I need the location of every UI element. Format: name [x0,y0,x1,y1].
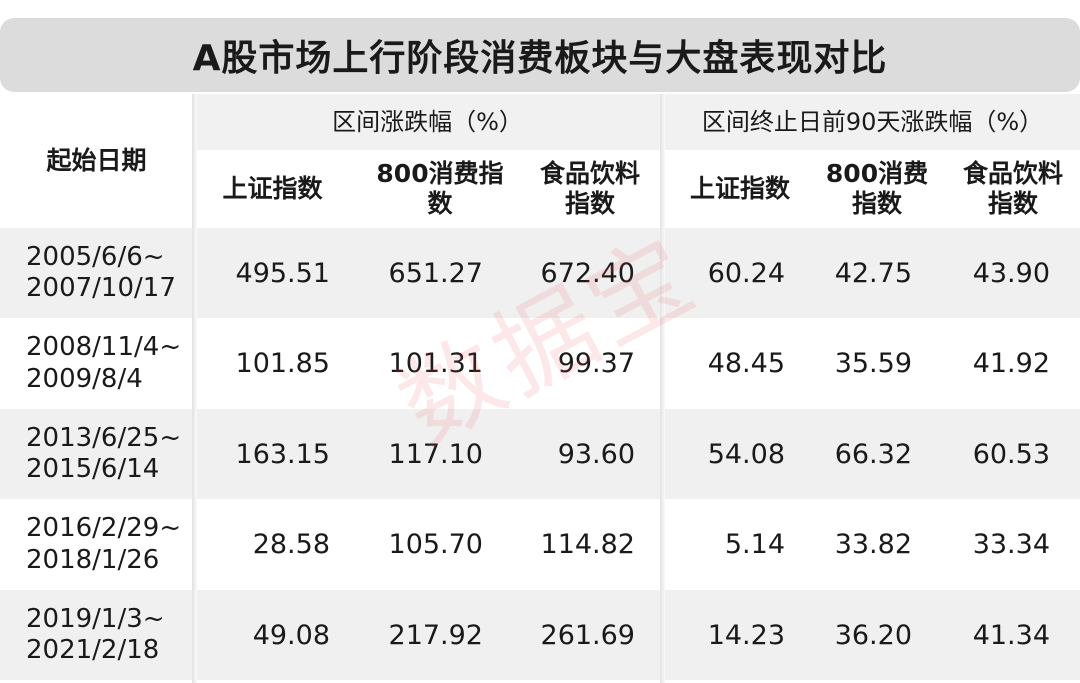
value-cell: 261.69 [540,619,635,651]
value-cell: 33.34 [972,529,1050,560]
header-food-beverage-90d: 食品饮料指数 [946,150,1080,228]
value-cell: 117.10 [388,438,483,470]
table-row: 2005/6/6~ 2007/10/17 495.51 651.27 672.40 60.… [0,228,1080,318]
value-cell: 42.75 [834,257,912,289]
value-cell: 36.20 [834,619,912,651]
header-sse-index: 上证指数 [195,150,350,228]
value-cell: 14.23 [707,619,785,651]
value-cell: 5.14 [724,529,785,560]
value-cell: 217.92 [388,619,483,651]
header-group-interval-change: 区间涨跌幅（%） [195,94,660,150]
value-cell: 105.70 [388,529,483,560]
value-cell: 99.37 [557,348,635,379]
date-range: 2008/11/4~ 2009/8/4 [0,319,193,409]
end-date: 2007/10/17 [26,273,176,303]
start-date: 2013/6/25~ [26,422,182,453]
value-cell: 66.32 [834,438,912,470]
end-date: 2009/8/4 [26,363,143,394]
header-start-date: 起始日期 [0,94,193,228]
value-cell: 672.40 [540,257,635,289]
value-cell: 35.59 [834,348,912,379]
table-row: 2013/6/25~ 2015/6/14 163.15 117.10 93.60 54.0… [0,409,1080,499]
value-cell: 48.45 [707,348,785,379]
header-800-consumer-90d: 800消费指数 [803,150,951,228]
date-range: 2019/1/3~ 2021/2/18 [0,590,193,680]
header-group-90day-change: 区间终止日前90天涨跌幅（%） [665,94,1080,150]
value-cell: 54.08 [707,438,785,470]
column-divider [192,94,197,683]
value-cell: 28.58 [252,529,330,560]
header-sse-index-90d: 上证指数 [665,150,815,228]
value-cell: 93.60 [557,438,635,470]
value-cell: 101.31 [388,348,483,379]
value-cell: 41.34 [972,619,1050,651]
value-cell: 114.82 [540,529,635,560]
value-cell: 163.15 [235,438,330,470]
date-range: 2005/6/6~ 2007/10/17 [0,228,193,318]
start-date: 2008/11/4~ [26,332,182,363]
table-row: 2019/1/3~ 2021/2/18 49.08 217.92 261.69 14.23… [0,590,1080,680]
header-food-beverage: 食品饮料指数 [520,150,660,228]
date-range: 2013/6/25~ 2015/6/14 [0,409,193,499]
value-cell: 43.90 [972,257,1050,289]
column-divider [660,94,665,683]
value-cell: 60.53 [972,438,1050,470]
table-title: A股市场上行阶段消费板块与大盘表现对比 [0,18,1080,92]
value-cell: 495.51 [235,257,330,289]
end-date: 2021/2/18 [26,635,160,665]
value-cell: 41.92 [972,348,1050,379]
value-cell: 33.82 [834,529,912,560]
table-row: 2016/2/29~ 2018/1/26 28.58 105.70 114.82 5.14… [0,500,1080,590]
header-800-consumer: 800消费指数 [350,150,530,228]
start-date: 2019/1/3~ [26,603,165,634]
start-date: 2016/2/29~ [26,513,182,544]
date-range: 2016/2/29~ 2018/1/26 [0,500,193,590]
value-cell: 101.85 [235,348,330,379]
value-cell: 651.27 [388,257,483,289]
end-date: 2015/6/14 [26,454,160,484]
start-date: 2005/6/6~ [26,241,165,272]
value-cell: 49.08 [252,619,330,651]
value-cell: 60.24 [707,257,785,289]
end-date: 2018/1/26 [26,544,160,575]
table-row: 2008/11/4~ 2009/8/4 101.85 101.31 99.37 48.45… [0,319,1080,409]
